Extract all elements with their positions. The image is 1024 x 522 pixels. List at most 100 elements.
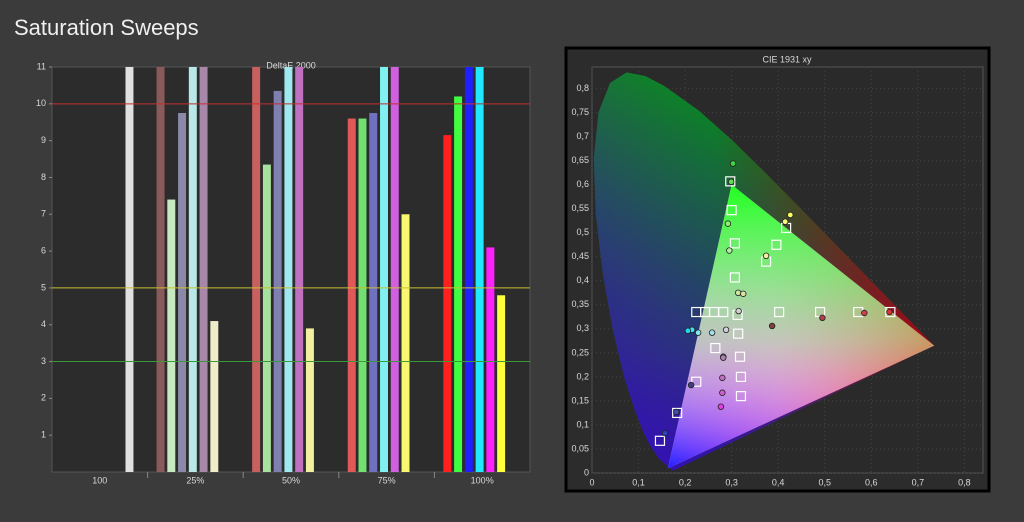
y-tick-label: 0,3 bbox=[576, 323, 589, 333]
measured-point bbox=[724, 220, 732, 227]
measured-point bbox=[719, 374, 726, 382]
x-tick-label: 100 bbox=[92, 475, 107, 485]
measured-point bbox=[819, 314, 826, 322]
measured-point bbox=[720, 354, 727, 361]
y-tick-label: 0,35 bbox=[571, 299, 589, 309]
y-tick-label: 0,65 bbox=[571, 155, 589, 165]
y-tick-label: 0,8 bbox=[576, 83, 589, 93]
y-tick-label: 10 bbox=[36, 98, 46, 108]
target-square bbox=[710, 342, 721, 354]
x-tick-label: 50% bbox=[282, 475, 300, 485]
target-square bbox=[725, 176, 736, 187]
page-title: Saturation Sweeps bbox=[14, 15, 199, 40]
target-square bbox=[691, 376, 702, 387]
y-tick-label: 0,1 bbox=[576, 419, 589, 429]
x-tick-label: 0,6 bbox=[865, 477, 878, 487]
bar bbox=[273, 90, 282, 472]
bar bbox=[284, 67, 293, 472]
x-tick-label: 0,3 bbox=[725, 477, 738, 487]
target-square bbox=[718, 306, 729, 318]
target-square bbox=[726, 205, 737, 216]
bar bbox=[358, 118, 367, 472]
bar bbox=[401, 214, 410, 473]
y-tick-label: 0,7 bbox=[576, 131, 589, 141]
x-tick-label: 0,4 bbox=[772, 477, 785, 487]
bar bbox=[486, 247, 495, 472]
y-tick-label: 4 bbox=[41, 319, 46, 329]
measured-point bbox=[729, 160, 737, 167]
y-tick-label: 0,05 bbox=[571, 443, 589, 453]
bar bbox=[390, 67, 399, 472]
bar bbox=[454, 96, 463, 473]
measured-point bbox=[687, 381, 695, 389]
measured-point bbox=[694, 329, 702, 336]
gamut-triangle bbox=[667, 184, 935, 469]
target-square bbox=[735, 371, 747, 383]
bar bbox=[199, 67, 208, 472]
bar bbox=[167, 199, 176, 472]
y-tick-label: 8 bbox=[41, 172, 46, 182]
target-square bbox=[774, 306, 785, 318]
bar bbox=[125, 67, 134, 472]
measured-point bbox=[727, 178, 735, 186]
y-tick-label: 1 bbox=[41, 430, 46, 440]
target-square bbox=[733, 328, 744, 339]
x-tick-label: 100% bbox=[471, 475, 494, 485]
measured-point bbox=[722, 326, 730, 334]
y-tick-label: 0,2 bbox=[576, 371, 589, 381]
y-tick-label: 7 bbox=[41, 209, 46, 219]
bar bbox=[380, 67, 388, 472]
bar bbox=[178, 113, 187, 472]
target-square bbox=[735, 391, 747, 402]
y-tick-label: 0 bbox=[584, 467, 589, 477]
x-tick-label: 75% bbox=[378, 475, 396, 485]
cie-chart: CIE 1931 xy 0 0,1 0,2 0,3 0,4 0,5 0,6 0,7 0,8 0 0,… bbox=[564, 46, 991, 493]
x-tick-label: 0,2 bbox=[679, 477, 692, 487]
target-square bbox=[885, 306, 896, 318]
bar bbox=[443, 135, 452, 472]
measured-point bbox=[768, 322, 776, 330]
x-tick-label: 0,1 bbox=[632, 477, 645, 487]
x-tick-label: 0,8 bbox=[958, 477, 971, 487]
y-tick-label: 5 bbox=[41, 282, 46, 292]
y-tick-label: 0,55 bbox=[571, 203, 589, 213]
measured-point bbox=[861, 309, 868, 317]
bar bbox=[262, 164, 271, 472]
y-tick-label: 3 bbox=[41, 356, 46, 366]
bar bbox=[347, 118, 356, 472]
bar bbox=[369, 113, 378, 472]
y-tick-label: 11 bbox=[37, 61, 46, 71]
measured-point bbox=[719, 389, 726, 396]
measured-point bbox=[740, 290, 747, 297]
measured-point bbox=[684, 327, 692, 334]
measured-point bbox=[673, 408, 680, 416]
bar bbox=[188, 67, 197, 472]
measured-point bbox=[734, 289, 742, 297]
target-square bbox=[771, 239, 782, 250]
bar bbox=[497, 295, 506, 472]
target-square bbox=[654, 435, 666, 446]
target-square bbox=[734, 351, 746, 362]
x-tick-label: 25% bbox=[186, 475, 204, 485]
y-tick-label: 2 bbox=[41, 393, 46, 403]
measured-point bbox=[886, 308, 893, 316]
measured-point bbox=[787, 211, 794, 219]
bar bbox=[295, 67, 304, 472]
x-tick-label: 0,7 bbox=[912, 477, 925, 487]
chart-title: DeltaE 2000 bbox=[266, 60, 316, 70]
measured-point bbox=[735, 307, 742, 315]
x-tick-label: 0 bbox=[589, 477, 594, 487]
target-square bbox=[729, 272, 741, 283]
bar bbox=[305, 328, 314, 472]
chart-title: CIE 1931 xy bbox=[762, 54, 812, 64]
bar bbox=[210, 321, 219, 472]
measured-point bbox=[717, 403, 725, 410]
y-tick-label: 9 bbox=[41, 135, 46, 145]
bar bbox=[252, 67, 261, 472]
target-square bbox=[729, 238, 741, 249]
y-tick-label: 0,75 bbox=[571, 107, 589, 117]
x-tick-label: 0,5 bbox=[818, 477, 831, 487]
measured-point bbox=[781, 218, 789, 225]
